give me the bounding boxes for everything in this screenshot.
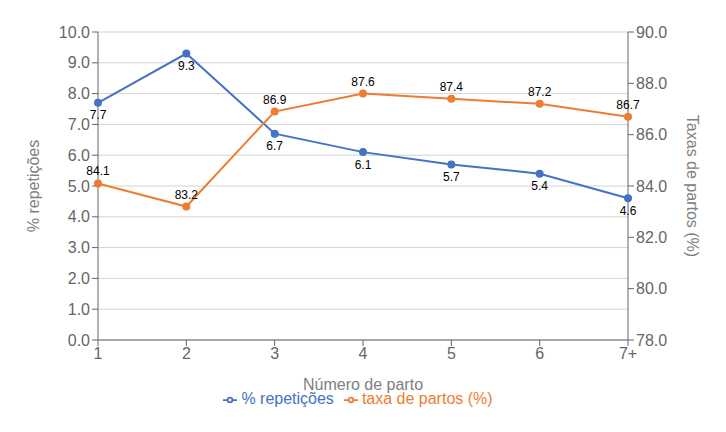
svg-text:1.0: 1.0 <box>68 301 90 318</box>
svg-text:3.0: 3.0 <box>68 239 90 256</box>
svg-text:86.0: 86.0 <box>636 126 667 143</box>
svg-text:88.0: 88.0 <box>636 75 667 92</box>
svg-text:4.6: 4.6 <box>620 204 637 218</box>
svg-text:4.0: 4.0 <box>68 208 90 225</box>
svg-text:83.2: 83.2 <box>175 188 199 202</box>
svg-text:3: 3 <box>270 345 279 362</box>
svg-text:82.0: 82.0 <box>636 229 667 246</box>
svg-text:80.0: 80.0 <box>636 280 667 297</box>
svg-text:7.0: 7.0 <box>68 116 90 133</box>
svg-text:84.0: 84.0 <box>636 178 667 195</box>
svg-text:6: 6 <box>535 345 544 362</box>
svg-text:84.1: 84.1 <box>86 164 110 178</box>
svg-text:2.0: 2.0 <box>68 270 90 287</box>
svg-text:4: 4 <box>359 345 368 362</box>
html-text:taxa de partos (%): taxa de partos (%) <box>361 390 493 407</box>
svg-text:0.0: 0.0 <box>68 332 90 349</box>
svg-text:2: 2 <box>182 345 191 362</box>
svg-text:6.0: 6.0 <box>68 147 90 164</box>
html-text:% repetições: % repetições <box>241 390 334 407</box>
svg-text:5.7: 5.7 <box>443 170 460 184</box>
svg-text:5.0: 5.0 <box>68 178 90 195</box>
svg-text:86.9: 86.9 <box>263 93 287 107</box>
svg-text:9.0: 9.0 <box>68 54 90 71</box>
svg-text:78.0: 78.0 <box>636 332 667 349</box>
svg-text:7.7: 7.7 <box>90 108 107 122</box>
svg-text:% repetições: % repetições <box>25 140 42 233</box>
svg-text:Taxas de partos (%): Taxas de partos (%) <box>684 115 701 257</box>
svg-text:6.1: 6.1 <box>355 158 372 172</box>
svg-text:8.0: 8.0 <box>68 85 90 102</box>
svg-text:10.0: 10.0 <box>59 24 90 41</box>
svg-text:6.7: 6.7 <box>266 139 283 153</box>
svg-text:5.4: 5.4 <box>531 179 548 193</box>
svg-text:Número de parto: Número de parto <box>303 376 423 393</box>
svg-text:9.3: 9.3 <box>178 59 195 73</box>
svg-text:87.2: 87.2 <box>528 85 552 99</box>
svg-text:90.0: 90.0 <box>636 24 667 41</box>
svg-text:87.4: 87.4 <box>440 80 464 94</box>
svg-text:7+: 7+ <box>619 345 637 362</box>
svg-text:5: 5 <box>447 345 456 362</box>
svg-text:86.7: 86.7 <box>616 98 640 112</box>
svg-text:1: 1 <box>94 345 103 362</box>
svg-text:87.6: 87.6 <box>351 75 375 89</box>
